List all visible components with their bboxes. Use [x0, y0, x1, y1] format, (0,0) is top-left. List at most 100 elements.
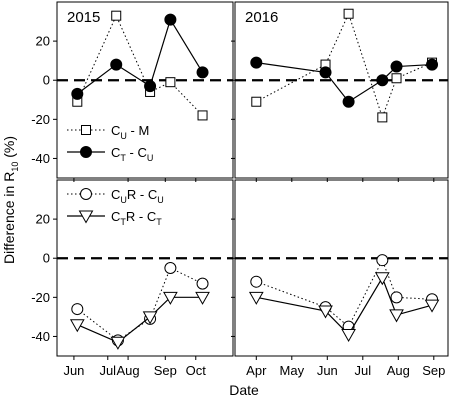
legend-label-sub2: U [147, 153, 154, 163]
data-point-open-circle [196, 277, 209, 290]
data-point-triangle [341, 328, 356, 343]
data-point-triangle [78, 210, 94, 224]
legend-label-tail: - M [127, 123, 149, 138]
panel-bottom-right: Apr May Jun Jul Aug Sep [231, 179, 449, 378]
data-point-open-circle [71, 303, 84, 316]
series-1 [71, 13, 209, 100]
data-point-triangle [374, 272, 390, 286]
legend-label-sub: U [120, 195, 127, 205]
legend-label-sub2: U [157, 195, 164, 205]
legend-label-tail: R - C [127, 187, 157, 202]
series-line [256, 276, 433, 336]
legend-label-sub: T [120, 153, 126, 163]
data-point-triangle [248, 291, 264, 305]
legend-label-main: C [111, 209, 120, 224]
data-point-filled-circle [426, 58, 439, 71]
y-tick-label: -20 [31, 290, 50, 305]
data-point-square [391, 73, 402, 84]
legend-label-sub: U [120, 131, 127, 141]
data-point-filled-circle [71, 87, 84, 100]
data-point-triangle [318, 305, 333, 319]
data-point-filled-circle [164, 13, 177, 26]
data-point-filled-circle [319, 66, 332, 79]
data-point-square [377, 112, 388, 123]
legend: CU - MCT - CU [67, 123, 153, 163]
data-point-open-circle [390, 291, 403, 304]
x-tick-label: Jun [63, 363, 84, 378]
x-tick-label: Apr [246, 363, 267, 378]
x-axis-title: Date [229, 382, 259, 398]
data-point-triangle [163, 291, 178, 305]
y-tick-label: 20 [36, 34, 50, 49]
data-point-filled-circle [390, 60, 403, 73]
x-tick-label: Jun [317, 363, 338, 378]
data-point-triangle [389, 309, 404, 323]
data-point-triangle [142, 311, 158, 325]
y-tick-label: 0 [43, 73, 50, 88]
data-point-square [343, 8, 354, 19]
data-point-filled-circle [342, 95, 355, 108]
data-point-filled-circle [250, 56, 263, 69]
x-tick-label: May [280, 363, 305, 378]
y-axis-title-sub: 10 [10, 162, 20, 172]
data-point-open-circle [376, 254, 389, 267]
x-tick-label: Sep [154, 363, 177, 378]
legend-label-main: C [111, 187, 120, 202]
series-line [77, 296, 203, 344]
series-0 [250, 254, 439, 333]
data-point-triangle [110, 336, 126, 350]
y-tick-label: -40 [31, 151, 50, 166]
data-point-open-circle [164, 262, 177, 274]
data-point-filled-circle [80, 146, 92, 158]
data-point-filled-circle [196, 66, 209, 79]
legend-label-main: C [111, 145, 120, 160]
legend-label: CU - M [111, 123, 149, 141]
x-tick-label: Aug [117, 363, 140, 378]
legend-label: CT - CU [111, 145, 153, 163]
data-point-triangle [195, 291, 210, 305]
data-point-square [81, 125, 91, 135]
data-point-triangle [424, 299, 440, 313]
legend-label-tail: R - C [126, 209, 156, 224]
panel-frame [56, 179, 234, 357]
data-point-filled-circle [110, 58, 123, 71]
data-point-triangle [69, 319, 85, 333]
data-point-square [111, 10, 122, 21]
series-0 [72, 10, 208, 121]
data-point-square [165, 77, 176, 88]
x-tick-label: Jul [99, 363, 116, 378]
x-tick-label: Aug [387, 363, 410, 378]
y-axis-title: Difference in R10 (%) [1, 136, 20, 264]
data-point-square [197, 110, 208, 121]
data-point-filled-circle [376, 74, 389, 87]
year-label: 2015 [67, 9, 100, 26]
data-point-open-circle [250, 275, 263, 288]
x-tick-label: Jul [354, 363, 371, 378]
legend-label-sub: T [120, 217, 126, 227]
series-line [77, 267, 203, 341]
legend-label-tail: - C [126, 145, 147, 160]
legend-label-main: C [111, 123, 120, 138]
year-label: 2016 [245, 9, 278, 26]
x-tick-label: Oct [186, 363, 207, 378]
legend-label: CUR - CU [111, 187, 164, 205]
series-1 [248, 272, 440, 343]
data-point-square [251, 96, 262, 107]
legend-label-sub2: T [156, 217, 162, 227]
panel-frame [234, 1, 449, 179]
y-axis-title-main: Difference in R [1, 172, 17, 264]
series-1 [250, 56, 439, 108]
data-point-filled-circle [144, 80, 157, 93]
series-line [76, 18, 204, 95]
x-tick-label: Sep [422, 363, 445, 378]
y-axis-title-tail: (%) [1, 136, 17, 162]
panel-top-right: 2016 [231, 1, 449, 182]
series-line [76, 14, 203, 116]
data-point-open-circle [80, 188, 92, 200]
panel-frame [56, 1, 234, 179]
